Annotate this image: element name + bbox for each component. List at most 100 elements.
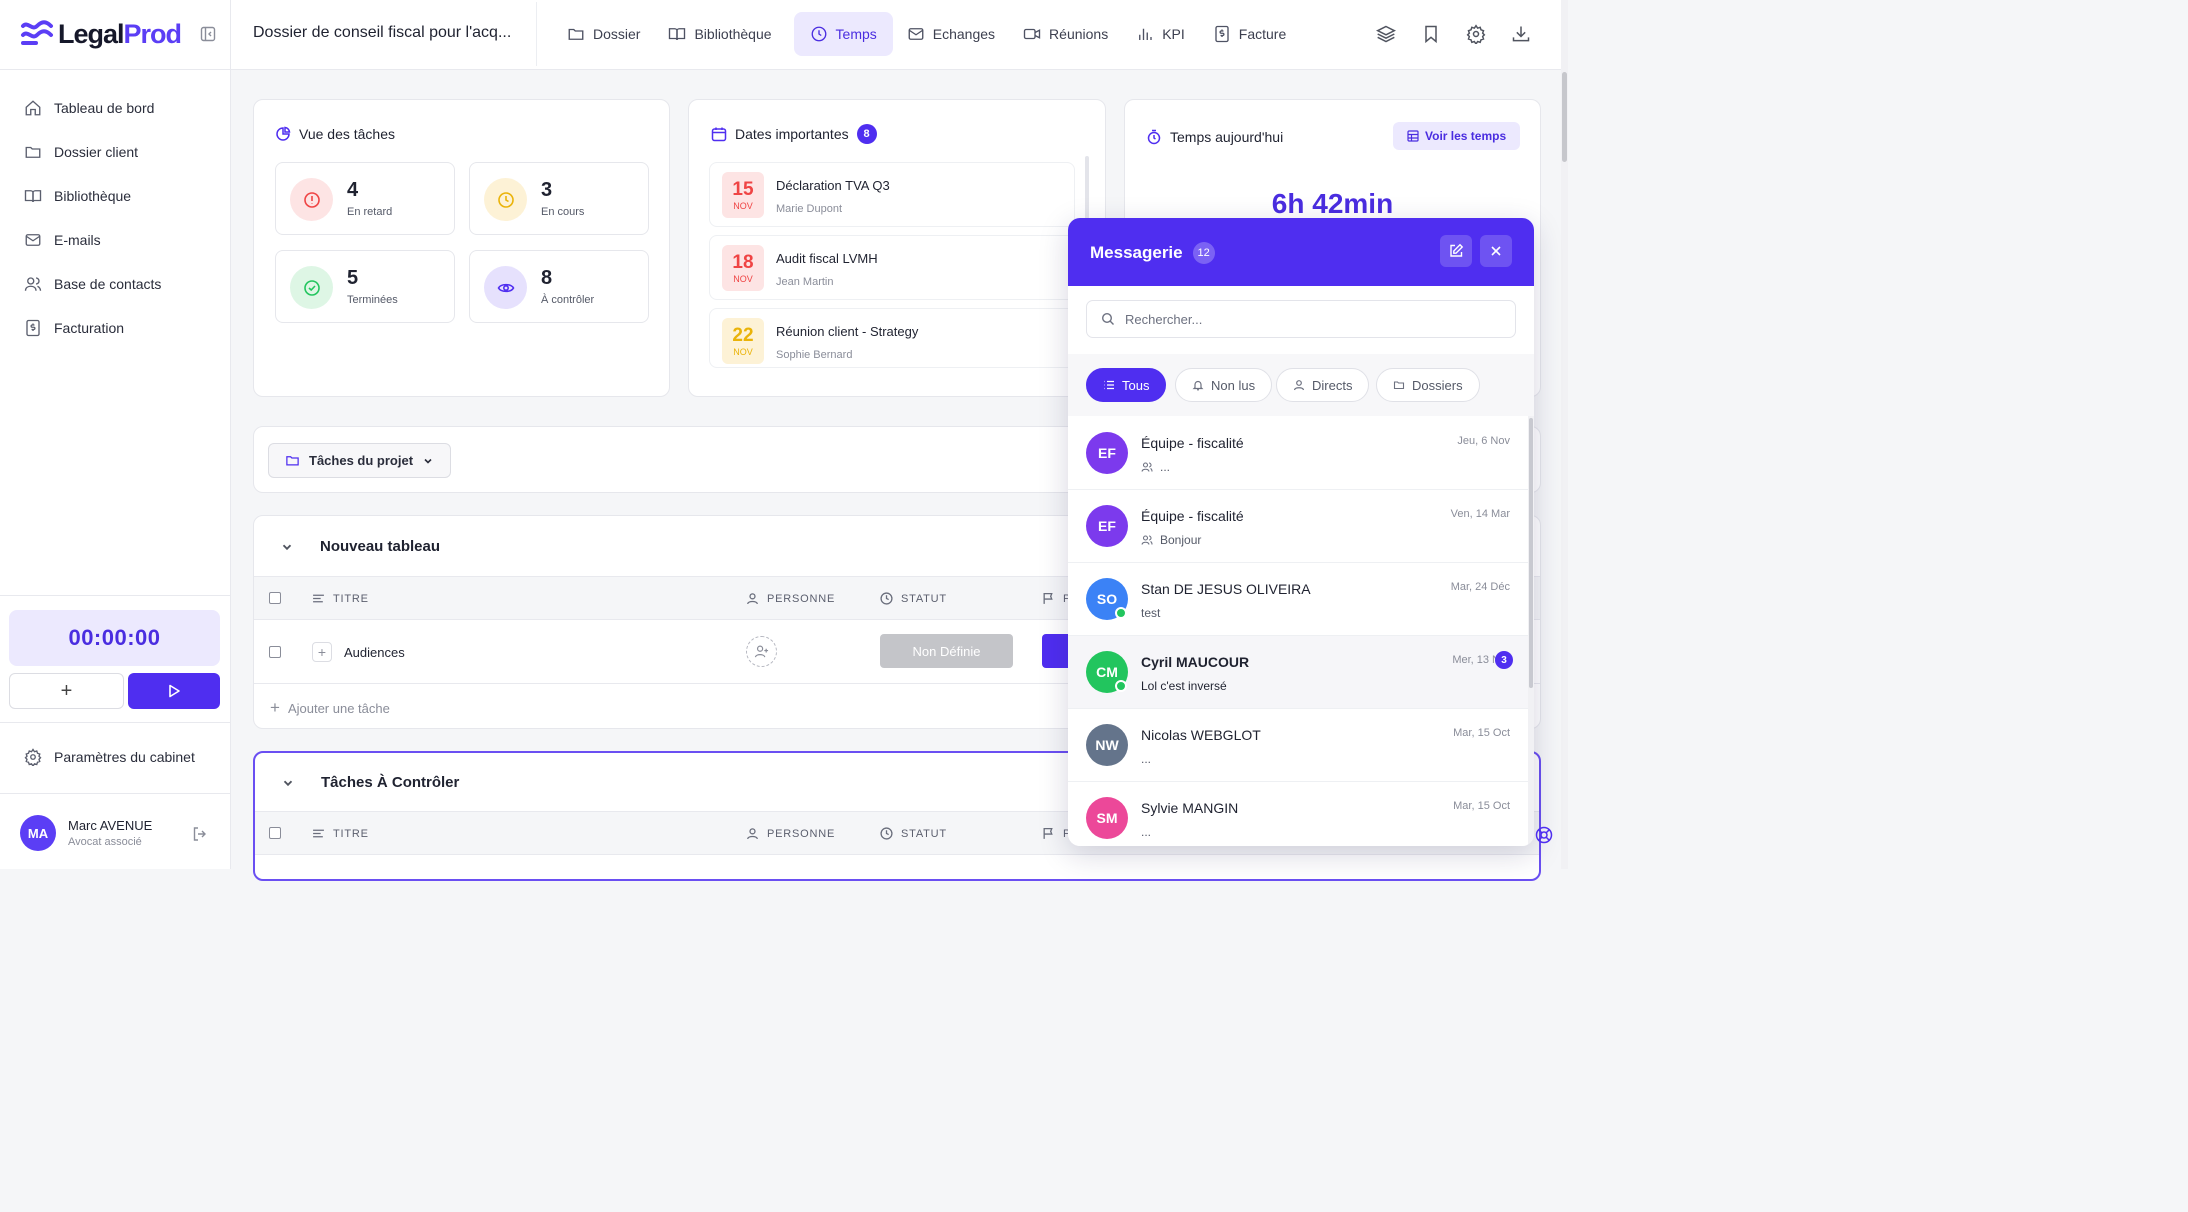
user-profile[interactable]: MA Marc AVENUE Avocat associé <box>20 815 152 851</box>
view-times-label: Voir les temps <box>1425 129 1507 143</box>
stat-overdue[interactable]: 4 En retard <box>275 162 455 235</box>
stat-to-review[interactable]: 8 À contrôler <box>469 250 649 323</box>
chevron-down-icon[interactable] <box>280 540 294 554</box>
clock-icon <box>811 26 826 42</box>
new-message-button[interactable] <box>1440 235 1472 267</box>
conversation-time: Mar, 15 Oct <box>1453 727 1510 739</box>
column-header-priority[interactable]: P <box>1042 592 1071 605</box>
text-lines-icon <box>313 829 324 838</box>
select-all-checkbox[interactable] <box>269 827 281 839</box>
messenger-scrollbar-thumb[interactable] <box>1529 418 1533 688</box>
filter-all[interactable]: Tous <box>1086 368 1167 402</box>
collapse-sidebar-icon[interactable] <box>200 26 216 42</box>
tab-dossier[interactable]: Dossier <box>561 12 654 56</box>
column-header-priority[interactable]: P <box>1042 827 1071 840</box>
conversation-name: Équipe - fiscalité <box>1141 435 1244 451</box>
text-lines-icon <box>313 594 324 603</box>
column-label: PERSONNE <box>767 827 836 840</box>
alert-icon <box>290 178 333 221</box>
column-header-person[interactable]: PERSONNE <box>746 827 835 840</box>
column-header-title[interactable]: TITRE <box>312 827 369 840</box>
layers-icon[interactable] <box>1376 24 1396 44</box>
stat-completed[interactable]: 5 Terminées <box>275 250 455 323</box>
filter-folders[interactable]: Dossiers <box>1376 368 1480 402</box>
filter-unread[interactable]: Non lus <box>1175 368 1273 402</box>
page-scrollbar[interactable] <box>1561 0 1568 869</box>
conversation-time: Mar, 24 Déc <box>1450 581 1510 593</box>
column-header-person[interactable]: PERSONNE <box>746 592 835 605</box>
date-item[interactable]: 18 NOV Audit fiscal LVMH Jean Martin <box>709 235 1075 300</box>
sidebar-item-billing[interactable]: Facturation <box>0 306 231 350</box>
date-month: NOV <box>733 200 753 211</box>
page-scrollbar-thumb[interactable] <box>1562 72 1567 162</box>
conversation-item[interactable]: EF Équipe - fiscalité Bonjour Ven, 14 Ma… <box>1068 490 1528 563</box>
firm-settings-link[interactable]: Paramètres du cabinet <box>24 748 195 766</box>
tab-echanges[interactable]: Echanges <box>901 12 1009 56</box>
stat-value: 3 <box>541 179 553 201</box>
assign-person-button[interactable] <box>746 636 777 667</box>
conversation-item[interactable]: NW Nicolas WEBGLOT ... Mar, 15 Oct <box>1068 709 1528 782</box>
expand-subtasks-button[interactable]: + <box>312 642 332 662</box>
column-header-status[interactable]: STATUT <box>880 592 947 605</box>
filter-label: Dossiers <box>1412 377 1463 393</box>
logout-icon[interactable] <box>192 826 208 842</box>
logo[interactable]: LegalProd <box>20 14 182 54</box>
sidebar-item-contacts[interactable]: Base de contacts <box>0 262 231 306</box>
bookmark-icon[interactable] <box>1421 24 1441 44</box>
select-all-checkbox[interactable] <box>269 592 281 604</box>
logo-mark-icon <box>21 20 53 45</box>
header-actions <box>1376 24 1531 44</box>
messenger-search-input[interactable]: Rechercher... <box>1086 300 1516 338</box>
conversation-name: Stan DE JESUS OLIVEIRA <box>1141 581 1311 597</box>
folder-icon <box>25 146 41 158</box>
column-header-title[interactable]: TITRE <box>312 592 369 605</box>
conversation-name: Équipe - fiscalité <box>1141 508 1244 524</box>
add-timer-button[interactable]: + <box>9 673 124 709</box>
sidebar-item-client-folder[interactable]: Dossier client <box>0 130 231 174</box>
chevron-down-icon[interactable] <box>281 776 295 790</box>
tab-facture[interactable]: Facture <box>1207 12 1300 56</box>
messenger-title-text: Messagerie <box>1090 243 1183 262</box>
sidebar-item-dashboard[interactable]: Tableau de bord <box>0 86 231 130</box>
search-placeholder: Rechercher... <box>1125 311 1203 327</box>
tab-kpi[interactable]: KPI <box>1130 12 1199 56</box>
help-lifebuoy-icon[interactable] <box>1535 826 1553 844</box>
tab-temps[interactable]: Temps <box>793 12 893 56</box>
column-label: TITRE <box>333 827 369 840</box>
task-title[interactable]: Audiences <box>344 645 405 660</box>
sidebar-item-library[interactable]: Bibliothèque <box>0 174 231 218</box>
conversation-item[interactable]: CM Cyril MAUCOUR Lol c'est inversé Mer, … <box>1068 636 1528 709</box>
view-times-button[interactable]: Voir les temps <box>1393 122 1521 150</box>
stat-in-progress[interactable]: 3 En cours <box>469 162 649 235</box>
status-circle-icon <box>880 592 893 605</box>
conversation-item[interactable]: SO Stan DE JESUS OLIVEIRA test Mar, 24 D… <box>1068 563 1528 636</box>
card-title: Temps aujourd'hui <box>1146 129 1283 145</box>
stat-label: À contrôler <box>541 294 595 306</box>
conversation-time: Mar, 15 Oct <box>1453 800 1510 812</box>
stat-label: Terminées <box>347 294 398 306</box>
add-task-button[interactable]: + Ajouter une tâche <box>270 698 390 718</box>
date-month: NOV <box>733 273 753 284</box>
tab-reunions[interactable]: Réunions <box>1017 12 1122 56</box>
filter-direct[interactable]: Directs <box>1276 368 1370 402</box>
conversation-preview: ... <box>1141 460 1170 474</box>
flag-icon <box>1043 827 1053 839</box>
column-header-status[interactable]: STATUT <box>880 827 947 840</box>
row-checkbox[interactable] <box>269 646 281 658</box>
start-timer-button[interactable] <box>128 673 220 709</box>
invoice-icon <box>26 319 40 337</box>
download-icon[interactable] <box>1511 24 1531 44</box>
conversation-item[interactable]: EF Équipe - fiscalité ... Jeu, 6 Nov <box>1068 417 1528 490</box>
date-item[interactable]: 22 NOV Réunion client - Strategy Sophie … <box>709 308 1075 368</box>
date-item[interactable]: 15 NOV Déclaration TVA Q3 Marie Dupont <box>709 162 1075 227</box>
project-tasks-dropdown[interactable]: Tâches du projet <box>268 443 452 478</box>
conversation-item[interactable]: SM Sylvie MANGIN ... Mar, 15 Oct <box>1068 782 1528 846</box>
close-messenger-button[interactable] <box>1480 235 1512 267</box>
status-pill[interactable]: Non Définie <box>880 634 1013 668</box>
gear-icon[interactable] <box>1466 24 1486 44</box>
date-day: 22 <box>732 324 754 346</box>
tab-bibliotheque[interactable]: Bibliothèque <box>662 12 785 56</box>
date-person: Marie Dupont <box>776 203 843 215</box>
sidebar-item-emails[interactable]: E-mails <box>0 218 231 262</box>
messenger-count-badge: 12 <box>1192 242 1215 264</box>
